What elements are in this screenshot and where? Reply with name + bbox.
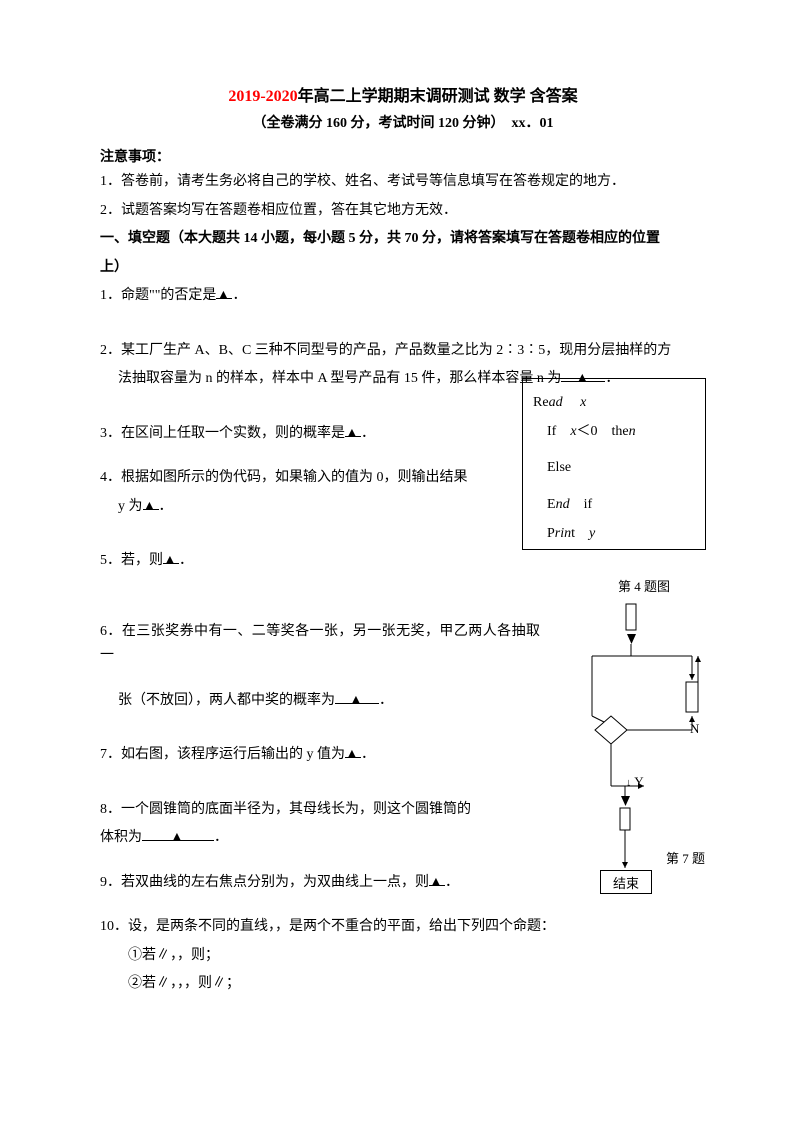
question-10-line2: ①若∥，，则； — [100, 944, 706, 969]
figure7-caption: 第 7 题 — [666, 848, 705, 867]
subtitle: （全卷满分 160 分，考试时间 120 分钟） xx．01 — [100, 112, 706, 132]
c1a: Re — [533, 395, 549, 410]
c2c: ＜0 — [577, 424, 598, 439]
triangle-icon: ▲ — [345, 422, 359, 447]
end-text: 结束 — [613, 873, 639, 892]
question-1: 1．命题""的否定是▲． — [100, 284, 706, 309]
c1b: ad — [549, 395, 563, 410]
q7-end: ． — [361, 747, 375, 762]
flow-label-n: N — [682, 720, 699, 737]
q6-end: ． — [379, 693, 393, 708]
question-4-line1: 4．根据如图所示的伪代码，如果输入的值为 0，则输出结果 — [100, 466, 500, 491]
q6-blank: ▲ — [335, 689, 379, 704]
q1-text: 1．命题""的否定是 — [100, 288, 216, 303]
notice-head: 注意事项： — [100, 146, 706, 166]
triangle-icon: ▲ — [429, 871, 443, 896]
flow-end-box: 结束 — [600, 870, 652, 894]
q6b-text: 张（不放回），两人都中奖的概率为 — [118, 693, 335, 708]
q2b-text: 法抽取容量为 n 的样本，样本中 A 型号产品有 15 件，那么样本容量 n 为 — [118, 371, 561, 386]
c5b: rin — [555, 526, 571, 541]
triangle-icon: ▲ — [163, 549, 177, 574]
code-line-5: Print y — [533, 520, 697, 549]
c2e: n — [629, 424, 636, 439]
q7-blank: ▲ — [345, 743, 361, 758]
title-black: 年高二上学期期末调研测试 数学 含答案 — [298, 88, 578, 105]
q4-end: ． — [159, 499, 173, 514]
q1-end: ． — [232, 288, 246, 303]
q9-blank: ▲ — [429, 871, 445, 886]
title-red: 2019-2020 — [228, 88, 297, 105]
question-5: 5．若，则▲． — [100, 549, 500, 574]
code-line-1: Read x — [533, 389, 697, 418]
triangle-icon: ▲ — [349, 689, 363, 714]
y-text: Y — [634, 774, 643, 789]
code-line-2: If x＜0 then — [533, 418, 697, 447]
question-7: 7．如右图，该程序运行后输出的 y 值为▲． — [100, 743, 500, 768]
question-8-line1: 8．一个圆锥筒的底面半径为，其母线长为，则这个圆锥筒的 — [100, 798, 500, 823]
notice-item-2: 2．试题答案均写在答题卷相应位置，答在其它地方无效． — [100, 199, 706, 224]
triangle-icon: ▲ — [170, 826, 184, 851]
q1-blank: ▲ — [216, 284, 232, 299]
c2a: If — [547, 424, 556, 439]
triangle-icon: ▲ — [216, 284, 230, 309]
q9-text: 9．若双曲线的左右焦点分别为，为双曲线上一点，则 — [100, 875, 429, 890]
q7-text: 7．如右图，该程序运行后输出的 y 值为 — [100, 747, 345, 762]
section1-head-line1: 一、填空题（本大题共 14 小题，每小题 5 分，共 70 分，请将答案填写在答… — [100, 227, 706, 252]
q5-blank: ▲ — [163, 549, 179, 564]
flowchart-figure: 第 4 题图 — [562, 590, 706, 920]
title-line: 2019-2020年高二上学期期末调研测试 数学 含答案 — [100, 82, 706, 106]
question-10-line3: ②若∥，，，则∥； — [100, 972, 706, 997]
c5d: y — [589, 526, 595, 541]
notice-item-1: 1．答卷前，请考生务必将自己的学校、姓名、考试号等信息填写在答卷规定的地方． — [100, 170, 706, 195]
c1c: x — [580, 395, 586, 410]
q8-end: ． — [214, 830, 228, 845]
n-text: N — [690, 721, 699, 736]
q8b-text: 体积为 — [100, 830, 142, 845]
q4-blank: ▲ — [143, 495, 159, 510]
q8-blank: ▲ — [142, 826, 214, 841]
triangle-icon: ▲ — [345, 743, 359, 768]
triangle-icon: ▲ — [143, 495, 157, 520]
code-line-4: End if — [533, 491, 697, 520]
q3-blank: ▲ — [345, 422, 361, 437]
code-line-3: Else — [533, 454, 697, 483]
q3-text: 3．在区间上任取一个实数，则的概率是 — [100, 426, 345, 441]
flow-label-y: ↓ Y — [626, 774, 644, 790]
q9-end: ． — [445, 875, 459, 890]
c2d: the — [612, 424, 629, 439]
c5c: t — [571, 526, 575, 541]
c4c: if — [584, 497, 593, 512]
c4a: E — [547, 497, 556, 512]
q5-end: ． — [179, 553, 193, 568]
section1-head-line2: 上） — [100, 256, 706, 281]
c5a: P — [547, 526, 555, 541]
pseudocode-box: Read x If x＜0 then Else End if Print y — [522, 378, 706, 550]
question-3: 3．在区间上任取一个实数，则的概率是▲． — [100, 422, 500, 447]
q3-end: ． — [361, 426, 375, 441]
page-root: 2019-2020年高二上学期期末调研测试 数学 含答案 （全卷满分 160 分… — [0, 0, 800, 1041]
question-6-line1: 6．在三张奖券中有一、二等奖各一张，另一张无奖，甲乙两人各抽取一 — [100, 620, 540, 669]
q4b-text: y 为 — [118, 499, 143, 514]
question-2-line1: 2．某工厂生产 A、B、C 三种不同型号的产品，产品数量之比为 2∶3∶5，现用… — [100, 339, 706, 364]
q5-text: 5．若，则 — [100, 553, 163, 568]
c4b: nd — [556, 497, 570, 512]
